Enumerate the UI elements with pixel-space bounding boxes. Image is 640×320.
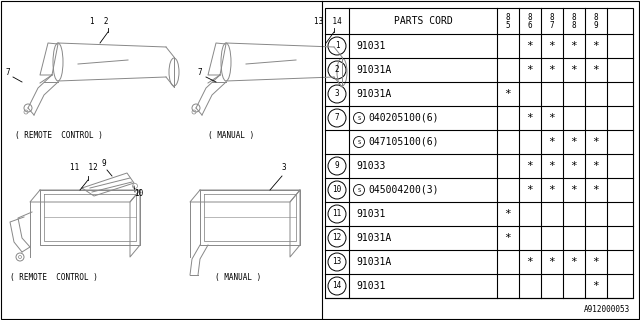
Text: *: * [571,257,577,267]
Text: 040205100(6): 040205100(6) [368,113,438,123]
Text: 11: 11 [332,210,342,219]
Text: 9: 9 [594,20,598,29]
Text: 7: 7 [198,68,203,77]
Text: *: * [527,113,533,123]
Text: *: * [593,137,600,147]
Text: 14: 14 [332,282,342,291]
Text: 1  2: 1 2 [90,17,109,26]
Text: ( MANUAL ): ( MANUAL ) [215,273,261,282]
Text: 91033: 91033 [356,161,385,171]
Text: *: * [571,137,577,147]
Text: *: * [527,41,533,51]
Text: 047105100(6): 047105100(6) [368,137,438,147]
Text: 10: 10 [332,186,342,195]
Text: 5: 5 [506,20,510,29]
Text: *: * [548,185,556,195]
Text: ( REMOTE  CONTROL ): ( REMOTE CONTROL ) [10,273,98,282]
Text: 3: 3 [282,163,287,172]
Text: 13: 13 [332,258,342,267]
Text: 10: 10 [134,189,143,198]
Text: 9: 9 [102,159,107,168]
Text: 7: 7 [335,114,339,123]
Text: 1: 1 [335,42,339,51]
Text: S: S [357,140,360,145]
Text: 8: 8 [528,12,532,21]
Text: *: * [593,41,600,51]
Text: 045004200(3): 045004200(3) [368,185,438,195]
Text: *: * [527,257,533,267]
Text: 6: 6 [528,20,532,29]
Text: *: * [548,257,556,267]
Text: 7: 7 [6,68,11,77]
Text: 11  12: 11 12 [70,163,98,172]
Text: *: * [527,185,533,195]
Text: 91031: 91031 [356,281,385,291]
Text: 7: 7 [550,20,554,29]
Text: A912000053: A912000053 [584,305,630,314]
Text: PARTS CORD: PARTS CORD [394,16,452,26]
Text: *: * [593,65,600,75]
Text: *: * [593,161,600,171]
Text: S: S [357,188,360,193]
Text: 12: 12 [332,234,342,243]
Text: 13  14: 13 14 [314,17,342,26]
Text: 8: 8 [572,12,576,21]
Text: 91031A: 91031A [356,65,391,75]
Text: 3: 3 [335,90,339,99]
Text: *: * [571,41,577,51]
Text: ( REMOTE  CONTROL ): ( REMOTE CONTROL ) [15,131,103,140]
Text: 8: 8 [506,12,510,21]
Text: 2: 2 [335,66,339,75]
Text: 91031A: 91031A [356,233,391,243]
Text: *: * [504,209,511,219]
Text: 91031A: 91031A [356,89,391,99]
Text: *: * [527,65,533,75]
Text: *: * [527,161,533,171]
Text: *: * [593,257,600,267]
Text: 8: 8 [572,20,576,29]
Text: S: S [357,116,360,121]
Text: *: * [571,185,577,195]
Text: *: * [548,41,556,51]
Text: 91031: 91031 [356,209,385,219]
Text: 91031A: 91031A [356,257,391,267]
Text: *: * [593,185,600,195]
Text: *: * [571,65,577,75]
Text: *: * [548,113,556,123]
Text: *: * [504,233,511,243]
Text: *: * [548,161,556,171]
Bar [325,8,633,298]
Text: *: * [504,89,511,99]
Text: 8: 8 [594,12,598,21]
Text: ( MANUAL ): ( MANUAL ) [208,131,254,140]
Text: *: * [571,161,577,171]
Text: 8: 8 [550,12,554,21]
Text: 9: 9 [335,162,339,171]
Text: *: * [548,65,556,75]
Text: *: * [593,281,600,291]
Text: *: * [548,137,556,147]
Text: 91031: 91031 [356,41,385,51]
